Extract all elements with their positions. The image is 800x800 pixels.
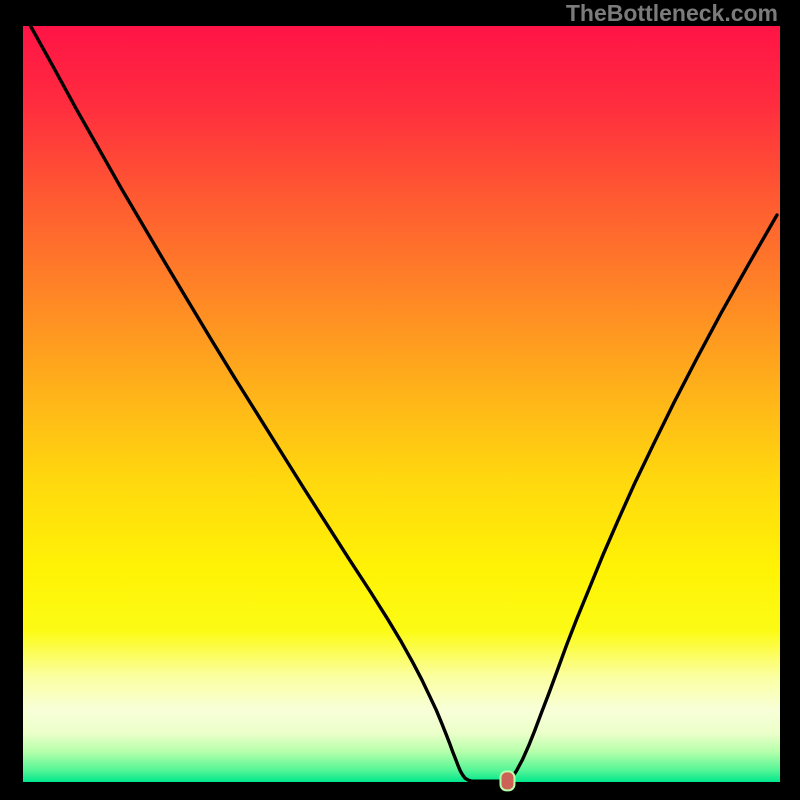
plot-background bbox=[23, 26, 780, 782]
watermark-label: TheBottleneck.com bbox=[566, 0, 778, 27]
bottleneck-marker bbox=[500, 771, 514, 790]
chart-container: TheBottleneck.com bbox=[0, 0, 800, 800]
bottleneck-chart bbox=[0, 0, 800, 800]
